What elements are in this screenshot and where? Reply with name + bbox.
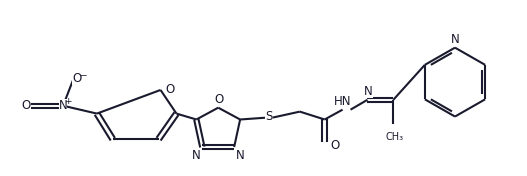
Text: S: S (265, 110, 272, 123)
Text: −: − (79, 70, 87, 79)
Text: N: N (236, 149, 245, 162)
Text: HN: HN (334, 95, 352, 108)
Text: N: N (451, 33, 460, 46)
Text: CH₃: CH₃ (385, 132, 403, 142)
Text: O: O (22, 99, 31, 112)
Text: N: N (192, 149, 201, 162)
Text: O: O (165, 83, 175, 96)
Text: O: O (330, 139, 340, 152)
Text: N: N (364, 85, 373, 98)
Text: N: N (58, 99, 67, 112)
Text: +: + (64, 97, 72, 106)
Text: O: O (214, 93, 224, 106)
Text: O: O (72, 72, 82, 85)
